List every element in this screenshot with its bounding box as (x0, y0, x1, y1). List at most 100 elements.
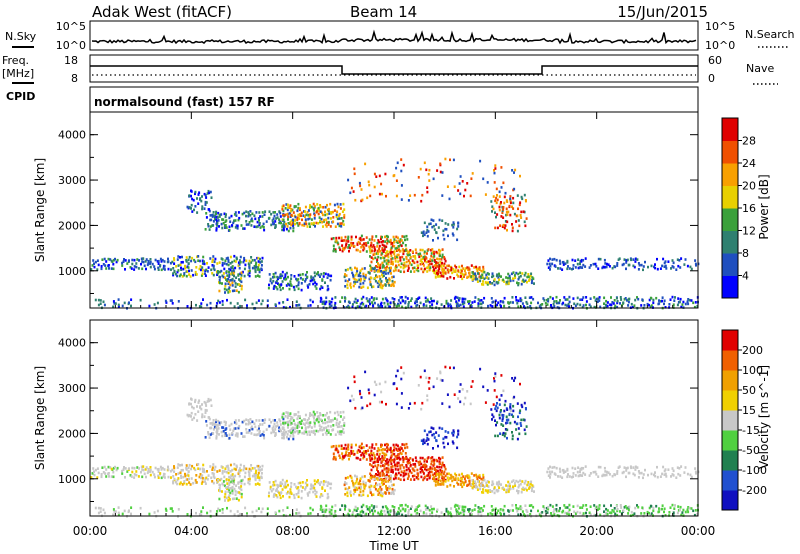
data-cell (382, 473, 385, 476)
data-cell (373, 172, 376, 176)
nsky-panel-frame (89, 20, 699, 51)
data-cell (368, 238, 371, 241)
data-cell (289, 226, 292, 230)
data-cell (428, 387, 431, 390)
data-cell (199, 265, 202, 268)
data-cell (211, 272, 214, 275)
data-cell (414, 257, 417, 260)
data-cell (370, 474, 372, 477)
data-cell (482, 283, 485, 286)
data-cell (634, 257, 637, 261)
data-cell (441, 402, 444, 405)
data-cell (554, 473, 557, 476)
data-cell (411, 250, 414, 253)
data-cell (343, 216, 346, 219)
data-cell (368, 277, 371, 281)
data-cell (249, 210, 252, 213)
data-cell (208, 191, 211, 195)
data-cell (93, 265, 96, 269)
data-cell (500, 215, 503, 218)
data-cell (524, 487, 527, 491)
data-cell (165, 301, 168, 304)
data-cell (408, 458, 410, 462)
data-cell (393, 382, 396, 385)
data-cell (425, 304, 428, 308)
data-cell (597, 297, 600, 301)
data-cell (503, 280, 506, 283)
data-cell (215, 420, 217, 424)
data-cell (334, 504, 337, 507)
data-cell (421, 469, 424, 472)
colorbar-bin (722, 253, 738, 276)
data-cell (397, 263, 400, 267)
colorbar-bin (722, 470, 738, 491)
data-cell (372, 244, 375, 247)
data-cell (424, 296, 427, 300)
data-cell (604, 473, 607, 477)
data-cell (197, 463, 200, 466)
data-cell (304, 205, 307, 209)
data-cell (502, 414, 505, 417)
data-cell (200, 482, 203, 485)
data-cell (217, 219, 220, 222)
data-cell (348, 509, 351, 512)
data-cell (432, 507, 435, 511)
data-cell (254, 275, 257, 278)
data-cell (378, 240, 381, 244)
data-cell (239, 487, 242, 490)
data-cell (399, 256, 402, 259)
data-cell (176, 466, 179, 469)
data-cell (394, 465, 397, 468)
data-cell (243, 267, 246, 271)
data-cell (464, 505, 467, 509)
data-cell (397, 471, 400, 475)
data-cell (420, 462, 423, 466)
data-cell (459, 383, 462, 386)
data-cell (363, 455, 366, 458)
data-cell (564, 511, 567, 515)
data-cell (323, 428, 326, 431)
data-cell (414, 254, 417, 258)
data-cell (340, 444, 343, 448)
data-cell (416, 260, 419, 264)
data-cell (205, 212, 208, 215)
data-cell (123, 258, 125, 261)
data-cell (295, 493, 298, 496)
data-cell (563, 296, 566, 299)
velocity-ylabel: Slant Range [km] (33, 366, 47, 470)
data-cell (171, 468, 174, 472)
data-cell (422, 257, 424, 260)
data-cell (382, 479, 385, 482)
data-cell (501, 419, 504, 422)
data-cell (394, 257, 397, 260)
data-cell (354, 198, 357, 202)
data-cell (385, 194, 387, 198)
data-cell (592, 470, 595, 474)
data-cell (346, 476, 349, 479)
data-cell (218, 215, 221, 218)
data-cell (431, 467, 434, 470)
data-cell (307, 417, 310, 420)
data-cell (431, 456, 434, 459)
data-cell (435, 478, 438, 481)
data-cell (436, 377, 439, 380)
data-cell (407, 267, 410, 270)
y-tick-label: 3000 (58, 382, 86, 395)
data-cell (350, 238, 353, 241)
data-cell (414, 248, 417, 251)
data-cell (331, 418, 334, 422)
data-cell (646, 510, 649, 514)
data-cell (517, 513, 520, 516)
data-cell (243, 475, 246, 479)
data-cell (385, 265, 388, 269)
data-cell (233, 421, 236, 424)
data-cell (348, 278, 351, 281)
data-cell (342, 427, 345, 431)
data-cell (424, 259, 426, 263)
data-cell (250, 432, 253, 435)
data-cell (690, 267, 693, 271)
nsky-tick-low: 10^0 (56, 39, 86, 52)
data-cell (321, 302, 324, 305)
data-cell (370, 276, 373, 280)
data-cell (492, 300, 495, 304)
